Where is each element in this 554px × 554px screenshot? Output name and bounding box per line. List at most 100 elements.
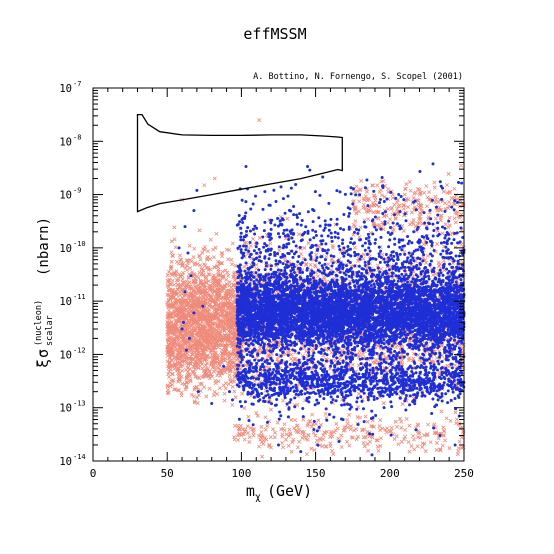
- data-point: [415, 444, 420, 449]
- data-point: [394, 434, 399, 439]
- data-point: [165, 273, 170, 278]
- data-point: [456, 446, 461, 451]
- data-point: [227, 280, 232, 285]
- data-point: [282, 422, 287, 427]
- data-point: [317, 436, 322, 441]
- data-point: [405, 205, 410, 210]
- data-point: [235, 437, 240, 442]
- data-point: [385, 220, 390, 225]
- data-point: [389, 206, 394, 211]
- data-point: [285, 216, 290, 221]
- data-point: [198, 257, 203, 262]
- data-point: [184, 263, 189, 268]
- data-point: [293, 418, 298, 423]
- data-point: [169, 239, 174, 244]
- data-point: [189, 259, 194, 264]
- data-point: [329, 350, 334, 355]
- data-point: [422, 433, 427, 438]
- data-point: [447, 446, 452, 451]
- data-point: [265, 423, 270, 428]
- data-point: [202, 262, 207, 267]
- data-point: [224, 247, 229, 252]
- data-point: [295, 263, 300, 268]
- data-point: [412, 447, 417, 452]
- data-point: [434, 441, 439, 445]
- data-point: [257, 118, 262, 123]
- data-point: [399, 439, 404, 444]
- data-point: [216, 379, 221, 384]
- data-point: [447, 199, 452, 204]
- data-point: [314, 252, 319, 257]
- data-point: [242, 437, 247, 442]
- data-point: [245, 431, 250, 436]
- data-point: [202, 183, 207, 188]
- data-point: [287, 427, 292, 432]
- data-point: [459, 163, 464, 168]
- data-point: [336, 436, 341, 441]
- data-point: [373, 357, 378, 362]
- data-point: [446, 171, 451, 176]
- data-point: [283, 259, 287, 263]
- data-point: [273, 430, 278, 435]
- data-point: [225, 270, 230, 275]
- data-point: [440, 231, 445, 236]
- data-point: [204, 361, 209, 366]
- data-point: [213, 245, 218, 250]
- plot-area: [136, 113, 466, 459]
- data-point: [404, 182, 409, 187]
- data-point: [208, 355, 213, 360]
- data-point: [435, 242, 440, 246]
- data-point: [210, 352, 215, 357]
- data-point: [326, 262, 331, 267]
- data-point: [334, 421, 339, 426]
- data-point: [389, 425, 394, 430]
- data-point: [196, 275, 201, 280]
- data-point: [459, 278, 463, 282]
- data-point: [443, 438, 448, 443]
- data-point: [261, 441, 266, 446]
- data-point: [180, 277, 185, 282]
- data-point: [424, 204, 429, 209]
- data-point: [453, 245, 458, 250]
- data-point: [366, 448, 371, 453]
- data-point: [286, 443, 291, 448]
- data-point: [176, 388, 181, 393]
- data-point: [247, 435, 252, 440]
- data-point: [247, 440, 252, 444]
- data-point: [263, 415, 268, 420]
- data-point: [361, 252, 366, 257]
- data-point: [213, 378, 218, 383]
- data-point: [306, 241, 311, 246]
- data-point: [248, 243, 253, 248]
- data-point: [324, 429, 329, 434]
- data-point: [403, 427, 408, 432]
- data-point: [230, 384, 235, 389]
- data-point: [172, 282, 177, 287]
- data-point: [263, 427, 268, 432]
- data-point: [404, 416, 409, 421]
- data-point: [446, 225, 451, 230]
- data-point: [302, 245, 307, 250]
- data-point: [333, 428, 338, 433]
- data-point: [227, 373, 232, 378]
- data-point: [357, 349, 362, 354]
- data-point: [306, 433, 311, 438]
- data-point: [338, 270, 342, 274]
- data-point: [453, 220, 458, 225]
- data-point: [211, 255, 216, 260]
- data-point: [357, 199, 362, 204]
- data-point: [232, 389, 237, 394]
- data-point: [438, 218, 443, 223]
- data-point: [192, 399, 197, 404]
- data-point: [281, 398, 286, 403]
- data-point: [347, 412, 352, 417]
- data-point: [301, 417, 306, 422]
- data-point: [232, 435, 237, 440]
- data-point: [461, 431, 466, 436]
- data-point: [271, 427, 275, 432]
- data-point: [200, 250, 205, 255]
- data-point: [299, 252, 304, 257]
- data-point: [407, 179, 412, 184]
- data-point: [304, 452, 309, 457]
- data-point: [177, 253, 182, 258]
